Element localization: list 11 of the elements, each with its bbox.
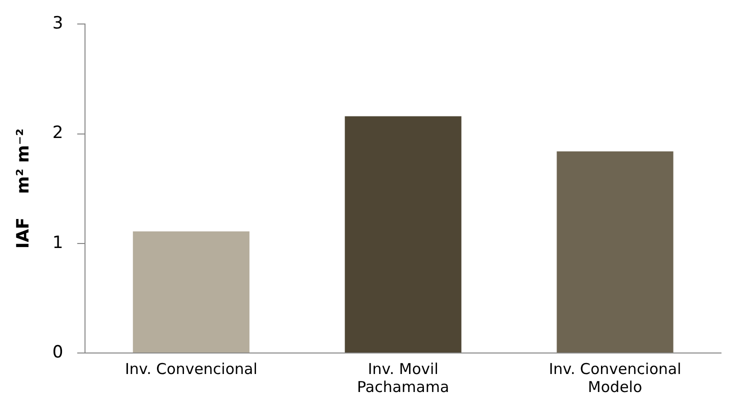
- x-tick-label: Inv. Convencional Modelo: [548, 360, 682, 396]
- bar: [132, 231, 250, 352]
- x-tick-label: Inv. Movil Pachamama: [357, 360, 450, 396]
- bar: [344, 116, 462, 352]
- y-tick-label: 1: [52, 232, 64, 253]
- x-tick-label: Inv. Convencional: [124, 360, 258, 378]
- y-tick-label: 0: [52, 342, 64, 362]
- y-axis-title: IAF m² m⁻²: [14, 128, 34, 249]
- y-tick-label: 2: [52, 123, 64, 144]
- bar: [556, 151, 674, 352]
- y-tick-label: 3: [52, 14, 64, 34]
